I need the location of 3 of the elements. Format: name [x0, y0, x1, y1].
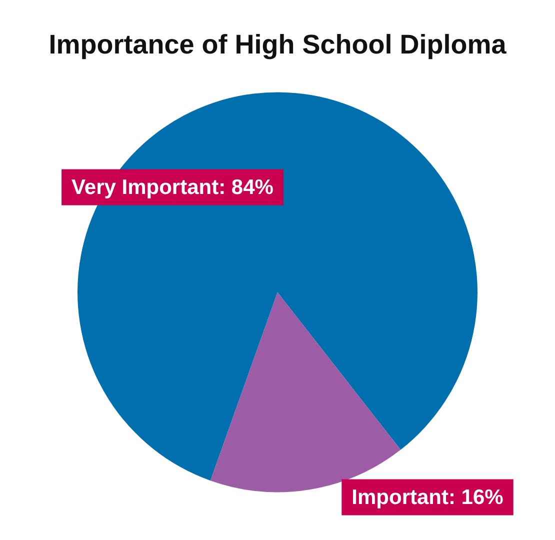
slice-label: Very Important: 84% [72, 176, 274, 199]
chart-title: Importance of High School Diploma [48, 30, 508, 60]
slice-label: Important: 16% [352, 486, 504, 509]
